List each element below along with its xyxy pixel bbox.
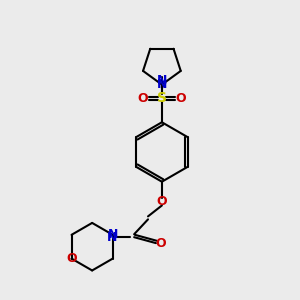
Text: S: S — [157, 92, 167, 106]
Text: N: N — [157, 74, 167, 87]
Text: O: O — [138, 92, 148, 105]
Text: O: O — [66, 252, 77, 265]
Text: N: N — [107, 228, 118, 241]
Text: O: O — [156, 237, 166, 250]
Text: O: O — [157, 195, 167, 208]
Text: N: N — [107, 231, 118, 244]
Text: N: N — [157, 78, 167, 91]
Text: O: O — [176, 92, 186, 105]
